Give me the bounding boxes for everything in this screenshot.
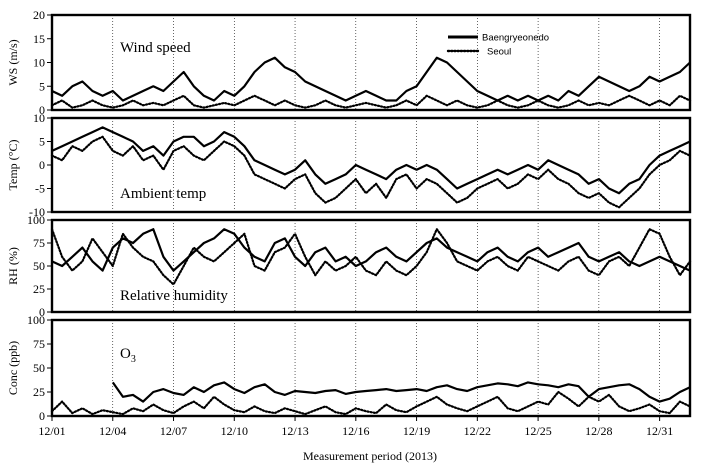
x-tick-label: 12/28 xyxy=(585,424,612,438)
y-axis-title: RH (%) xyxy=(6,247,20,285)
series-line-seoul xyxy=(50,390,692,416)
panel-frame xyxy=(50,13,692,112)
y-tick-label: 0 xyxy=(39,158,45,172)
y-axis-title: WS (m/s) xyxy=(6,39,20,85)
y-tick-label: 10 xyxy=(33,111,45,125)
y-tick-label: 0 xyxy=(39,305,45,319)
panel-label: O3 xyxy=(120,346,136,365)
series-line-seoul xyxy=(50,228,692,286)
y-tick-label: 100 xyxy=(27,313,45,327)
panel-label: Wind speed xyxy=(120,40,191,56)
y-tick-label: 0 xyxy=(39,409,45,423)
y-axis-title: Conc (ppb) xyxy=(6,341,20,395)
series-line-seoul xyxy=(50,135,692,209)
panel-label: Relative humidity xyxy=(120,288,228,304)
x-tick-label: 12/16 xyxy=(342,424,369,438)
panel-frame xyxy=(50,318,692,418)
x-axis-title: Measurement period (2013) xyxy=(303,449,437,463)
x-tick-label: 12/13 xyxy=(281,424,308,438)
legend-label-baengryeonedo: Baengryeonedo xyxy=(482,33,549,44)
panel-o3: 0 25 50 75 100 Conc (ppb) O3 xyxy=(6,313,692,423)
x-tick-label: 12/22 xyxy=(464,424,491,438)
x-axis: 12/01 12/04 12/07 12/10 12/13 12/16 12/19 12/22… xyxy=(38,416,673,438)
y-tick-label: 0 xyxy=(39,103,45,117)
y-tick-label: 100 xyxy=(27,213,45,227)
series-line-seoul xyxy=(50,94,692,109)
y-tick-label: -5 xyxy=(35,182,45,196)
x-tick-label: 12/10 xyxy=(221,424,248,438)
x-tick-label: 12/04 xyxy=(99,424,126,438)
y-tick-label: 75 xyxy=(33,236,45,250)
panels: 0 5 10 15 20 WS (m/s) Wind speed -10 -5 0 5 10 Temp … xyxy=(6,8,692,423)
x-tick-label: 12/25 xyxy=(524,424,551,438)
legend: Baengryeonedo Seoul xyxy=(446,33,549,58)
y-tick-label: 5 xyxy=(39,135,45,149)
x-tick-label: 12/19 xyxy=(403,424,430,438)
series-line-baengryeonedo xyxy=(51,126,691,195)
y-tick-label: 5 xyxy=(39,79,45,93)
x-tick-label: 12/01 xyxy=(38,424,65,438)
y-tick-label: 15 xyxy=(33,32,45,46)
panel-rh: 0 25 50 75 100 RH (%) Relative humidity xyxy=(6,213,692,319)
legend-label-seoul: Seoul xyxy=(487,47,511,58)
y-tick-label: 25 xyxy=(33,282,45,296)
y-tick-label: 10 xyxy=(33,56,45,70)
y-tick-label: 75 xyxy=(33,337,45,351)
y-tick-label: 50 xyxy=(33,361,45,375)
y-tick-label: -10 xyxy=(29,205,45,219)
series-line-baengryeonedo xyxy=(111,381,691,403)
y-tick-label: 25 xyxy=(33,385,45,399)
series-line-baengryeonedo xyxy=(51,228,691,272)
x-tick-label: 12/07 xyxy=(160,424,187,438)
panel-ws: 0 5 10 15 20 WS (m/s) Wind speed xyxy=(6,8,692,117)
panel-label: Ambient temp xyxy=(120,186,206,202)
y-tick-label: 20 xyxy=(33,8,45,22)
series-line-baengryeonedo xyxy=(51,56,691,102)
panel-temp: -10 -5 0 5 10 Temp (°C) Ambient temp xyxy=(6,111,692,219)
y-axis-title: Temp (°C) xyxy=(6,140,20,191)
x-tick-label: 12/31 xyxy=(646,424,673,438)
y-tick-label: 50 xyxy=(33,259,45,273)
